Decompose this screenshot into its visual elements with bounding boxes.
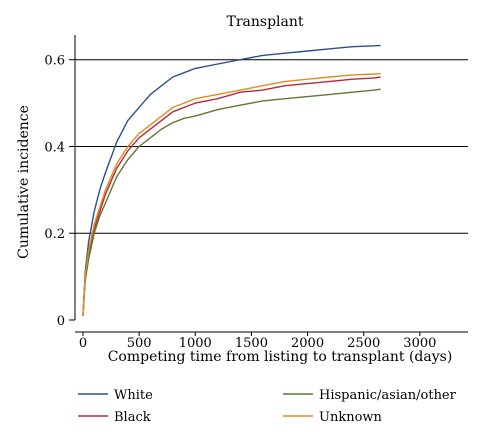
y-tick-label-2: 0.4	[44, 140, 65, 155]
y-tick-label-1: 0.2	[44, 227, 65, 242]
series-lines	[82, 44, 381, 316]
x-tick-label-5: 2500	[347, 336, 380, 351]
x-tick-label-0: 0	[79, 336, 87, 351]
y-tick-label-3: 0.6	[44, 54, 65, 69]
series-line-2	[82, 88, 381, 316]
grid-lines	[75, 59, 468, 234]
y-tick-label-0: 0	[57, 314, 65, 329]
chart-title: Transplant	[226, 14, 303, 30]
series-line-1	[82, 76, 381, 316]
x-tick-label-4: 2000	[291, 336, 324, 351]
x-tick-label-6: 3000	[403, 336, 436, 351]
series-line-0	[82, 44, 381, 316]
legend-label-3: Unknown	[319, 410, 383, 425]
legend-label-2: Hispanic/asian/other	[319, 388, 457, 403]
x-axis-label: Competing time from listing to transplan…	[108, 349, 453, 365]
x-tick-label-3: 1500	[235, 336, 268, 351]
legend: White Black Hispanic/asian/other Unknown	[78, 388, 457, 425]
legend-label-0: White	[114, 388, 153, 403]
x-tick-label-1: 500	[127, 336, 152, 351]
y-axis-label: Cumulative incidence	[16, 105, 32, 259]
legend-label-1: Black	[114, 410, 151, 425]
axes: 0 0.2 0.4 0.6 0 500 1000 1500 2000 2500 3000	[44, 35, 468, 351]
series-line-3	[82, 72, 381, 316]
x-tick-label-2: 1000	[179, 336, 212, 351]
